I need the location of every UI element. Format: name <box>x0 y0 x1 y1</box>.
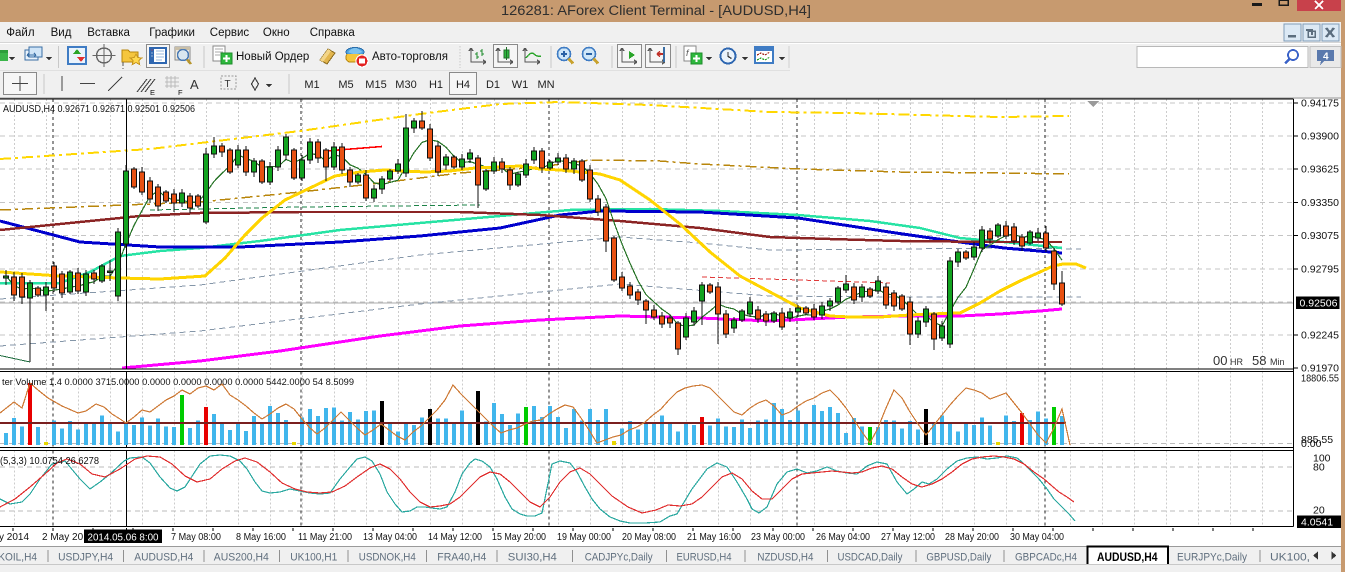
svg-text:D1: D1 <box>486 79 500 91</box>
svg-text:2 May 20:0: 2 May 20:0 <box>42 532 92 543</box>
svg-text:M15: M15 <box>365 79 386 91</box>
svg-text:28 May 20:00: 28 May 20:00 <box>945 532 999 543</box>
svg-text:M5: M5 <box>338 79 353 91</box>
svg-text:EURUSD,H4: EURUSD,H4 <box>677 552 732 564</box>
svg-text:AUDUSD,H4: AUDUSD,H4 <box>134 552 193 564</box>
svg-text:M1: M1 <box>304 79 319 91</box>
svg-text:Авто-торговля: Авто-торговля <box>372 51 448 63</box>
svg-text:AUS200,H4: AUS200,H4 <box>214 552 269 564</box>
svg-text:7 May 08:00: 7 May 08:00 <box>171 532 221 543</box>
svg-text:30 May 04:00: 30 May 04:00 <box>1010 532 1064 543</box>
svg-text:AUDUSD,H4 0.92671 0.92671 0.9: AUDUSD,H4 0.92671 0.92671 0.92501 0.9250… <box>3 104 195 115</box>
svg-text:4: 4 <box>1323 52 1329 63</box>
svg-text:Min: Min <box>1270 357 1285 367</box>
svg-text:126281: AForex Client Terminal: 126281: AForex Client Terminal - [AUDUSD… <box>501 3 811 18</box>
svg-text:0.93350: 0.93350 <box>1301 197 1339 209</box>
svg-text:UK100,H1: UK100,H1 <box>290 552 337 564</box>
svg-text:E: E <box>150 88 155 97</box>
svg-text:y 2014: y 2014 <box>0 532 29 543</box>
svg-text:80: 80 <box>1313 462 1325 474</box>
svg-text:8 May 16:00: 8 May 16:00 <box>236 532 286 543</box>
svg-text:USDJPY,H4: USDJPY,H4 <box>58 552 113 564</box>
svg-text:UK100,: UK100, <box>1270 552 1310 564</box>
svg-text:f: f <box>686 48 690 58</box>
svg-text:Новый Ордер: Новый Ордер <box>236 51 309 63</box>
svg-text:AUDUSD,H4: AUDUSD,H4 <box>1097 552 1158 564</box>
svg-text:NZDUSD,H4: NZDUSD,H4 <box>757 552 813 564</box>
svg-text:GBPUSD,Daily: GBPUSD,Daily <box>926 552 991 564</box>
svg-text:USDNOK,H4: USDNOK,H4 <box>359 552 416 564</box>
svg-text:0.93900: 0.93900 <box>1301 131 1339 143</box>
svg-text:A: A <box>190 77 199 92</box>
svg-text:0.93075: 0.93075 <box>1301 230 1339 242</box>
svg-text:4.0541: 4.0541 <box>1301 517 1333 529</box>
svg-text:HR: HR <box>1230 357 1243 367</box>
svg-text:FRA40,H4: FRA40,H4 <box>437 552 486 564</box>
svg-text:100: 100 <box>1313 453 1331 465</box>
svg-text:W1: W1 <box>512 79 529 91</box>
svg-text:F: F <box>178 88 183 97</box>
svg-text:0.93625: 0.93625 <box>1301 164 1339 176</box>
svg-text:14 May 12:00: 14 May 12:00 <box>428 532 482 543</box>
svg-text:UKOIL,H4: UKOIL,H4 <box>0 552 37 564</box>
svg-text:Файл: Файл <box>6 27 34 39</box>
svg-text:13 May 04:00: 13 May 04:00 <box>363 532 417 543</box>
svg-text:CADJPYc,Daily: CADJPYc,Daily <box>585 552 653 564</box>
svg-text:Окно: Окно <box>263 27 290 39</box>
svg-text:885.55: 885.55 <box>1301 434 1333 446</box>
svg-text:Справка: Справка <box>310 27 356 39</box>
svg-text:USDCAD,Daily: USDCAD,Daily <box>838 552 903 564</box>
svg-text:21 May 16:00: 21 May 16:00 <box>687 532 741 543</box>
svg-text:0.92245: 0.92245 <box>1301 329 1339 341</box>
svg-text:18806.55: 18806.55 <box>1301 373 1339 385</box>
svg-text:0.92795: 0.92795 <box>1301 264 1339 276</box>
svg-text:T: T <box>225 79 231 90</box>
svg-text:H4: H4 <box>456 79 470 91</box>
svg-text:0.94175: 0.94175 <box>1301 98 1339 110</box>
svg-text:SUI30,H4: SUI30,H4 <box>508 552 557 564</box>
svg-text:27 May 12:00: 27 May 12:00 <box>881 532 935 543</box>
svg-text:M30: M30 <box>395 79 416 91</box>
svg-text:11 May 21:00: 11 May 21:00 <box>298 532 352 543</box>
svg-text:Вид: Вид <box>51 27 72 39</box>
svg-text:Вставка: Вставка <box>87 27 130 39</box>
svg-text:H1: H1 <box>429 79 443 91</box>
svg-text:20: 20 <box>1313 505 1325 517</box>
svg-text:23 May 00:00: 23 May 00:00 <box>751 532 805 543</box>
svg-text:00: 00 <box>1213 353 1227 368</box>
svg-text:2014.05.06 8:00: 2014.05.06 8:00 <box>88 533 159 544</box>
svg-text:0.00: 0.00 <box>1301 438 1322 450</box>
svg-text:Сервис: Сервис <box>210 27 250 39</box>
svg-text:19 May 00:00: 19 May 00:00 <box>557 532 611 543</box>
svg-text:Графики: Графики <box>149 27 195 39</box>
svg-text:(5,3,3) 10.0754 26.6278: (5,3,3) 10.0754 26.6278 <box>0 456 99 467</box>
svg-text:0.92506: 0.92506 <box>1300 298 1338 310</box>
svg-text:MN: MN <box>537 79 554 91</box>
svg-text:20 May 08:00: 20 May 08:00 <box>622 532 676 543</box>
svg-text:58: 58 <box>1252 353 1266 368</box>
svg-text:26 May 04:00: 26 May 04:00 <box>816 532 870 543</box>
svg-text:GBPCADc,H4: GBPCADc,H4 <box>1015 552 1077 564</box>
svg-text:EURJPYc,Daily: EURJPYc,Daily <box>1177 552 1247 564</box>
svg-text:15 May 20:00: 15 May 20:00 <box>492 532 546 543</box>
svg-text:ter Volume 1.4 0.0000 3715.000: ter Volume 1.4 0.0000 3715.0000 0.0000 0… <box>2 377 354 388</box>
svg-text:0.91970: 0.91970 <box>1301 363 1339 375</box>
